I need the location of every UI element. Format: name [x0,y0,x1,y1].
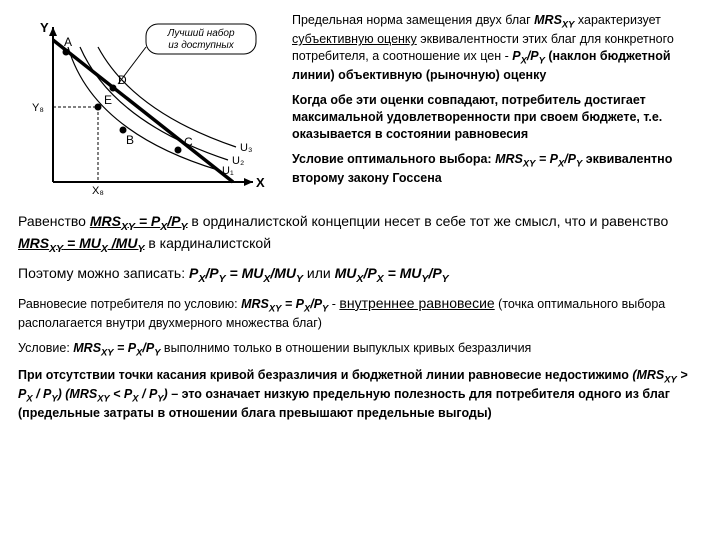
top-row: Y X A D E B C Y₈ X₈ U₁ U₂ [18,12,702,202]
para-7: Условие: MRSXY = PX/PY выполнимо только … [18,340,702,359]
svg-text:из доступных: из доступных [168,40,235,51]
svg-text:E: E [104,93,112,107]
svg-text:Y₈: Y₈ [32,102,44,114]
axis-x-label: X [256,175,265,190]
top-text: Предельная норма замещения двух благ MRS… [292,12,702,202]
svg-text:A: A [64,35,72,49]
para-3: Условие оптимального выбора: MRSXY = PX/… [292,151,702,187]
svg-text:U₃: U₃ [240,142,252,154]
svg-text:B: B [126,133,134,147]
para-5: Поэтому можно записать: PX/PY = MUX/MUY … [18,264,702,286]
indifference-diagram: Y X A D E B C Y₈ X₈ U₁ U₂ [18,12,278,202]
para-6: Равновесие потребителя по условию: MRSXY… [18,294,702,332]
svg-text:X₈: X₈ [92,185,104,197]
svg-text:U₂: U₂ [232,155,244,167]
axis-y-label: Y [40,20,49,35]
svg-text:Лучший набор: Лучший набор [166,27,234,39]
para-4: Равенство MRSXY = PX/PY в ординалистской… [18,212,702,256]
svg-text:D: D [118,73,127,87]
para-1: Предельная норма замещения двух благ MRS… [292,12,702,84]
para-2: Когда обе эти оценки совпадают, потребит… [292,92,702,143]
svg-text:C: C [184,135,193,149]
para-8: При отсутствии точки касания кривой безр… [18,367,702,422]
